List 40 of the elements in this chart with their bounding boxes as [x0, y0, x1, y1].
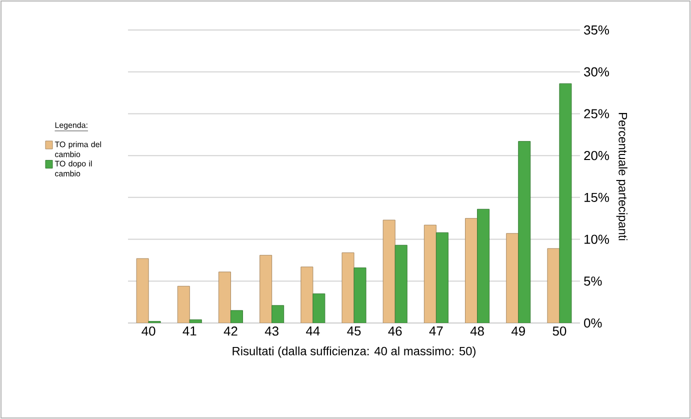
x-tick-label: 48 [470, 326, 484, 336]
bar [424, 224, 436, 323]
bar [518, 141, 531, 323]
x-tick-label: 41 [182, 326, 196, 336]
bar [465, 218, 478, 323]
bar [547, 248, 560, 323]
bar [136, 258, 149, 323]
x-tick-label: 50 [552, 326, 566, 336]
x-tick-label: 47 [429, 326, 443, 336]
bar [506, 233, 519, 323]
bar [272, 305, 284, 323]
y-tick-label: 5% [584, 276, 602, 286]
x-tick-label: 42 [224, 326, 238, 336]
y-tick-label: 35% [584, 25, 609, 35]
bar [342, 252, 354, 323]
bar [559, 83, 572, 323]
bar [477, 208, 490, 323]
bar [394, 244, 408, 323]
x-axis-title: Risultati (dalla sufficienza: 40 al massimo: 50) [232, 346, 476, 358]
bar [312, 293, 326, 323]
x-tick-label: 43 [264, 326, 278, 336]
bar [300, 266, 314, 323]
x-tick-label: 46 [388, 326, 402, 336]
x-tick-label: 40 [142, 326, 156, 336]
bar [382, 220, 396, 323]
y-tick-label: 10% [584, 234, 609, 244]
x-tick-label: 44 [306, 326, 320, 336]
bar [260, 254, 272, 323]
y-tick-label: 15% [584, 192, 609, 202]
x-tick-label: 45 [347, 326, 361, 336]
bar [218, 272, 231, 323]
y-tick-label: 20% [584, 150, 609, 160]
bar [177, 286, 190, 323]
y-tick-label: 25% [584, 109, 609, 118]
bar [436, 232, 448, 323]
y-tick-label: 30% [584, 67, 609, 76]
y-tick-label: 0% [584, 318, 602, 328]
y-axis-title: Percentuale partecipanti [616, 113, 628, 240]
bar [354, 267, 366, 323]
x-tick-label: 49 [511, 326, 525, 336]
